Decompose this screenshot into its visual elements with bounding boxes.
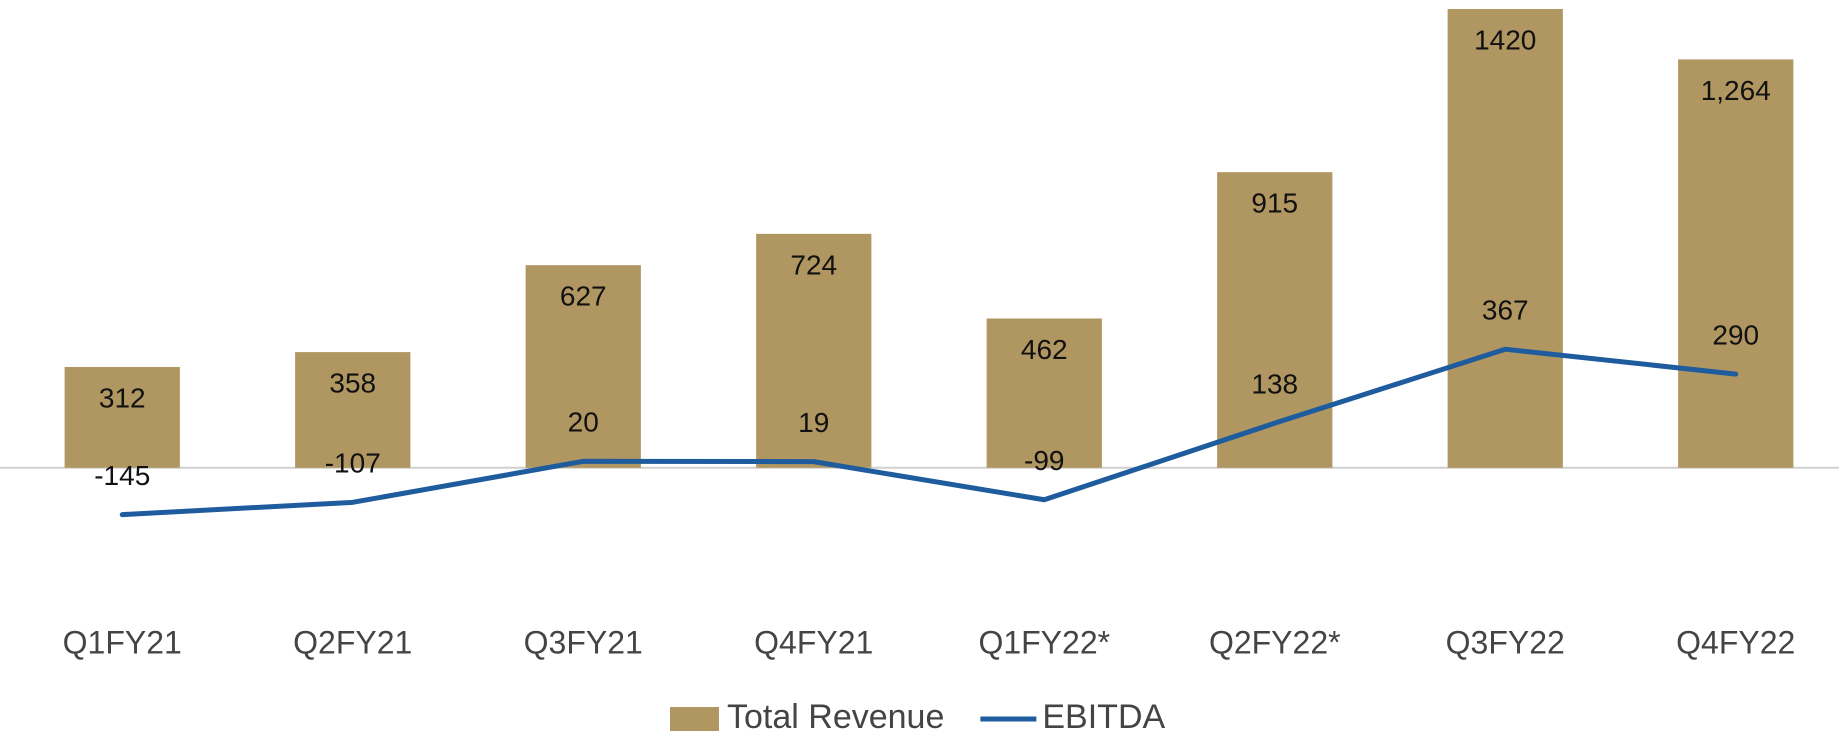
legend-label: Total Revenue bbox=[727, 698, 944, 735]
bar bbox=[525, 265, 641, 468]
line-value-label: -107 bbox=[325, 448, 381, 479]
line-value-label: 138 bbox=[1251, 369, 1298, 400]
bar-value-label: 312 bbox=[99, 382, 146, 413]
bar bbox=[1217, 172, 1333, 468]
x-tick-label: Q1FY21 bbox=[63, 624, 182, 660]
x-tick-label: Q1FY22* bbox=[978, 624, 1110, 660]
bar-value-label: 358 bbox=[329, 367, 376, 398]
line-value-label: 367 bbox=[1482, 295, 1529, 326]
bar bbox=[295, 352, 411, 468]
bar bbox=[756, 233, 872, 468]
bar-value-label: 462 bbox=[1021, 334, 1068, 365]
line-value-label: 19 bbox=[798, 407, 829, 438]
bar-value-label: 915 bbox=[1251, 188, 1298, 219]
line-value-label: 290 bbox=[1712, 319, 1759, 350]
legend-label: EBITDA bbox=[1042, 698, 1165, 735]
bar-value-label: 724 bbox=[790, 249, 837, 280]
bar bbox=[986, 318, 1102, 468]
x-tick-label: Q2FY21 bbox=[293, 624, 412, 660]
line-value-label: 20 bbox=[568, 407, 599, 438]
bar bbox=[64, 366, 180, 468]
x-tick-label: Q3FY21 bbox=[524, 624, 643, 660]
bar-value-label: 1,264 bbox=[1701, 75, 1771, 106]
bar bbox=[1447, 9, 1563, 468]
x-tick-label: Q3FY22 bbox=[1446, 624, 1565, 660]
line bbox=[119, 346, 1739, 518]
line-value-label: -145 bbox=[94, 460, 150, 491]
bar bbox=[1678, 59, 1794, 468]
x-tick-label: Q4FY22 bbox=[1676, 624, 1795, 660]
legend-swatch bbox=[670, 707, 719, 731]
bar-value-label: 1420 bbox=[1474, 24, 1536, 55]
x-tick-label: Q4FY21 bbox=[754, 624, 873, 660]
bar-value-label: 627 bbox=[560, 281, 607, 312]
line-value-label: -99 bbox=[1024, 445, 1064, 476]
x-tick-label: Q2FY22* bbox=[1209, 624, 1341, 660]
